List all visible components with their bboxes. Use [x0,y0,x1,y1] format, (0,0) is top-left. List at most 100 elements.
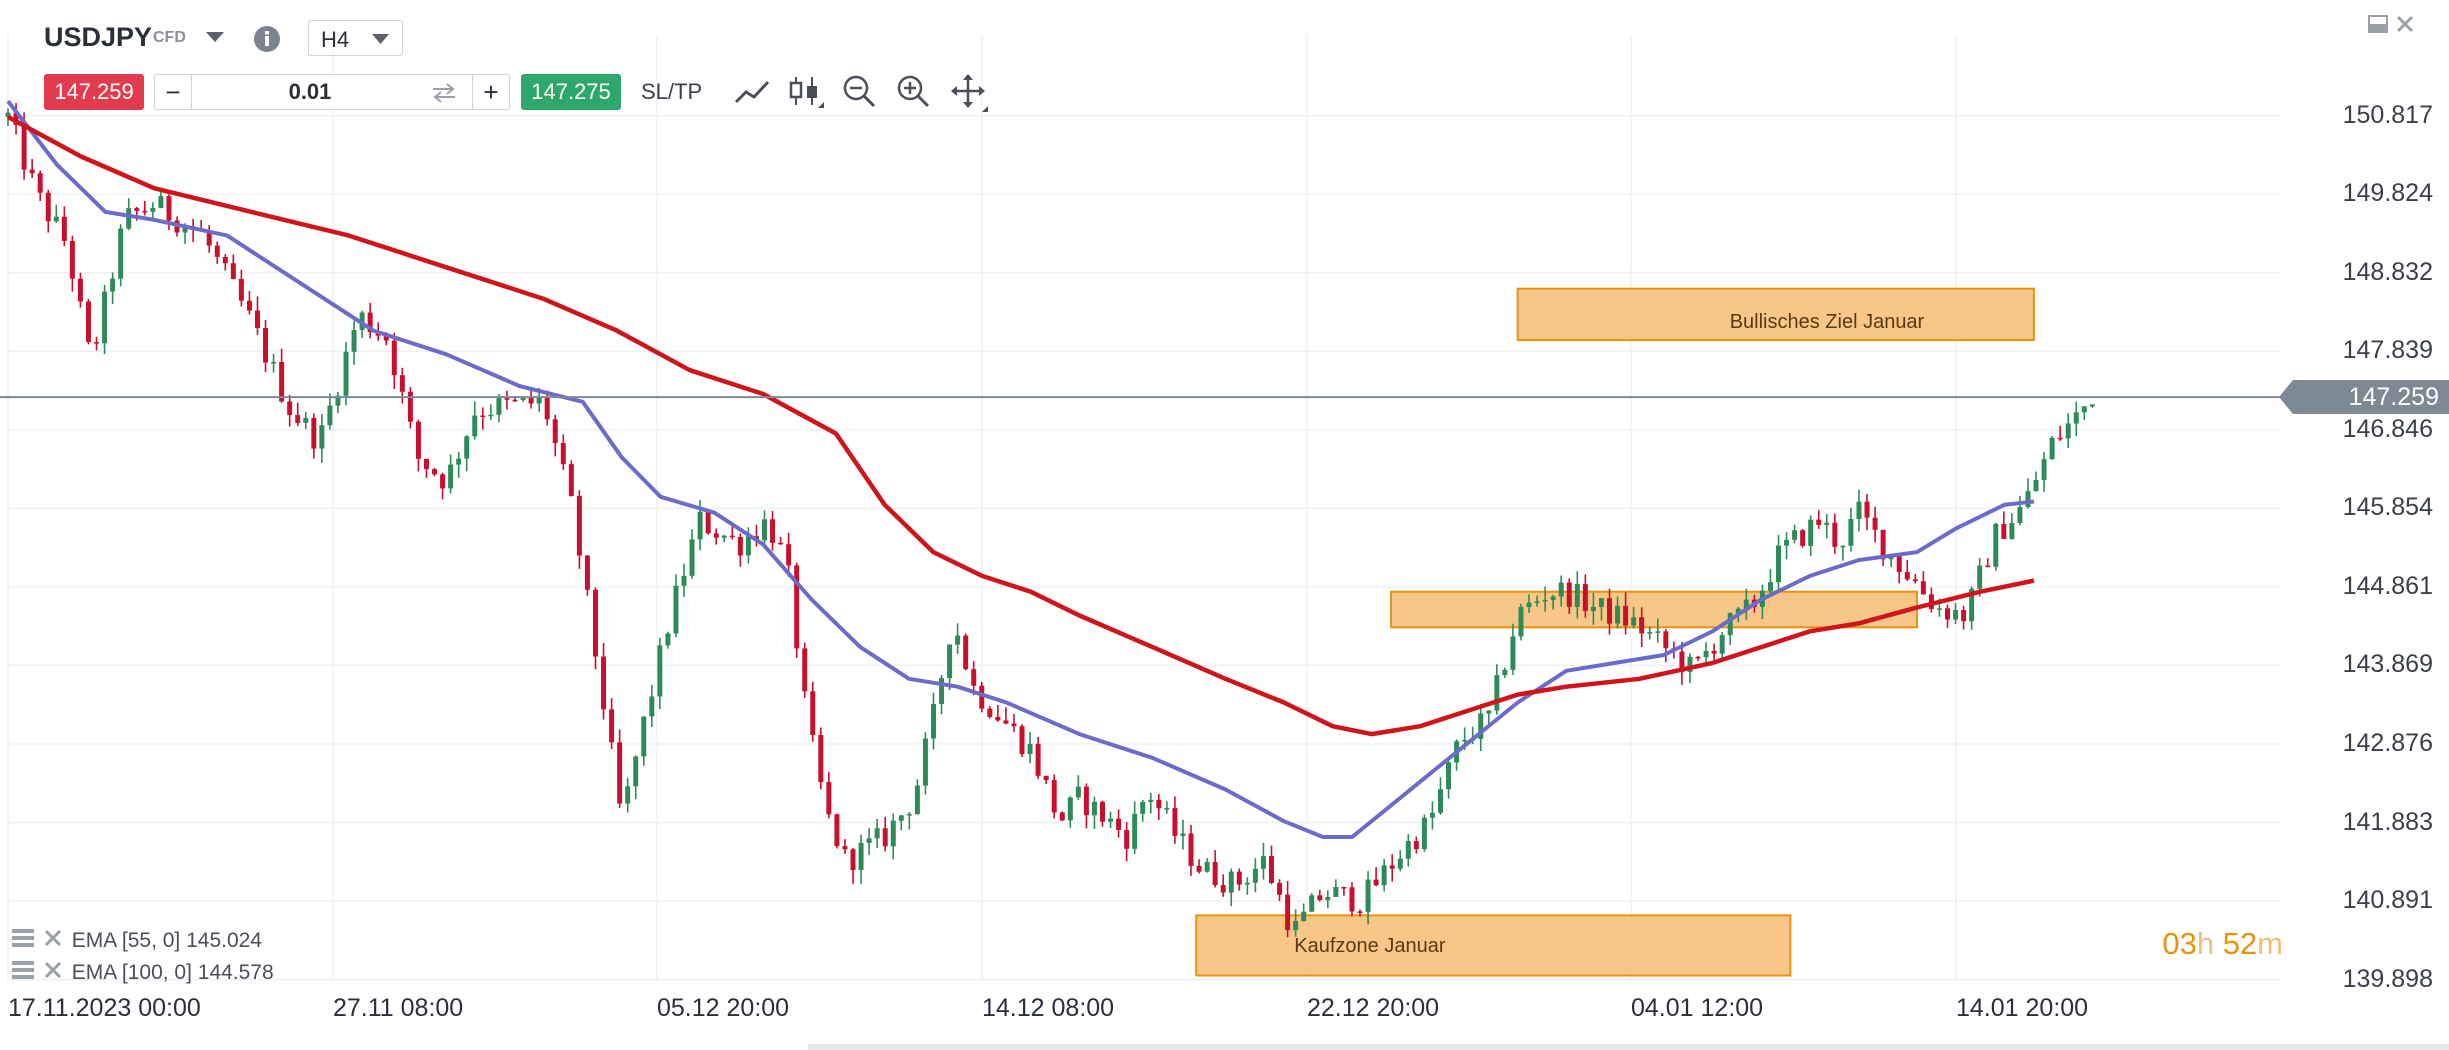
candle-body [1896,555,1902,572]
candle-body [102,291,108,344]
candle-body [110,278,116,292]
time-tick-label: 14.01 20:00 [1956,994,2089,1022]
candles-icon[interactable] [786,72,826,112]
candle-body [383,335,389,341]
timeframe-value: H4 [321,27,350,52]
candle-body [246,300,252,311]
candle-body [866,838,872,843]
candle-body [1228,871,1234,893]
candle-body [1172,808,1178,836]
candle-body [1285,894,1291,931]
candle-body [955,635,961,645]
candle-body [399,375,405,392]
candle-body [29,169,35,174]
candle-body [1124,830,1130,849]
candle-body [118,228,124,279]
candle-body [1590,606,1596,612]
indicator-ema55[interactable]: EMA [55, 0] 145.024 [12,928,262,954]
candle-body [295,415,301,423]
candle-body [1655,631,1661,633]
candle-body [1236,871,1242,885]
candle-body [2041,459,2047,480]
horizontal-scrollbar[interactable] [808,1044,2449,1050]
candle-body [448,464,454,489]
lot-size-stepper[interactable]: − 0.01 + [154,74,510,110]
candle-body [504,398,510,400]
candle-body [1574,584,1580,607]
candle-body [971,669,977,686]
timer-m: m [2257,926,2283,961]
candle-body [1872,517,1878,530]
symbol-type: CFD [153,29,186,46]
candle-body [1462,740,1468,742]
candle-body [1904,571,1910,580]
candle-body [303,417,309,423]
candle-body [391,340,397,376]
line-chart-icon[interactable] [732,72,772,112]
indicator-ema100[interactable]: EMA [100, 0] 144.578 [12,960,274,986]
candle-body [1695,656,1701,659]
candle-body [914,785,920,815]
candle-body [681,575,687,586]
lot-size-value[interactable]: 0.01 [288,79,332,104]
candle-body [1856,501,1862,520]
zoom-out-icon[interactable] [840,72,880,112]
candle-body [230,263,236,279]
close-icon[interactable] [2395,14,2415,39]
candle-body [1816,519,1822,525]
buy-button[interactable]: 147.275 [521,74,621,110]
zone-box [1516,287,2035,342]
settings-icon[interactable] [12,928,34,954]
candle-body [1566,582,1572,607]
price-tick-label: 143.869 [2342,650,2433,679]
symbol-dropdown-icon[interactable] [206,30,226,49]
settings-icon[interactable] [12,960,34,986]
candle-body [327,405,333,426]
candle-body [254,310,260,328]
candle-body [1945,608,1950,620]
symbol-name[interactable]: USDJPY [44,22,153,52]
candle-body [287,401,293,416]
sell-button[interactable]: 147.259 [44,74,144,110]
timeframe-select[interactable]: H4 [308,20,403,56]
candle-body [1357,911,1363,913]
sltp-button[interactable]: SL/TP [641,79,703,104]
candle-body [1526,602,1532,608]
swap-icon[interactable] [427,81,461,110]
remove-icon[interactable] [44,929,62,953]
time-tick-label: 14.12 08:00 [982,994,1115,1022]
minimize-icon[interactable] [2368,14,2388,39]
price-tick-label: 140.891 [2342,886,2433,915]
candle-body [810,691,816,735]
time-tick-label: 22.12 20:00 [1307,994,1440,1022]
move-icon[interactable] [948,72,988,112]
candle-body [745,536,751,556]
candle-body [1486,710,1492,714]
candle-body [1808,519,1814,546]
candle-body [2009,522,2015,539]
candle-body [45,192,51,222]
candle-body [592,589,598,657]
decrease-button[interactable]: − [155,75,192,109]
candle-body [1099,801,1105,822]
chevron-down-icon [372,34,389,44]
candle-body [1446,762,1452,790]
price-tick-label: 149.824 [2342,179,2433,208]
candle-body [1091,801,1097,816]
candle-body [351,330,357,352]
candle-body [576,495,582,556]
candle-body [922,738,928,786]
zoom-in-icon[interactable] [894,72,934,112]
candle-body [1832,522,1838,547]
candle-body [560,443,566,465]
info-icon[interactable] [252,24,282,59]
candle-body [665,633,671,646]
candle-body [1607,598,1612,624]
timer-minutes: 52 [2222,926,2258,961]
timer-hours: 03 [2162,926,2197,961]
candle-body [2073,412,2079,424]
candle-body [1711,650,1717,654]
increase-button[interactable]: + [472,75,509,109]
remove-icon[interactable] [44,961,62,985]
